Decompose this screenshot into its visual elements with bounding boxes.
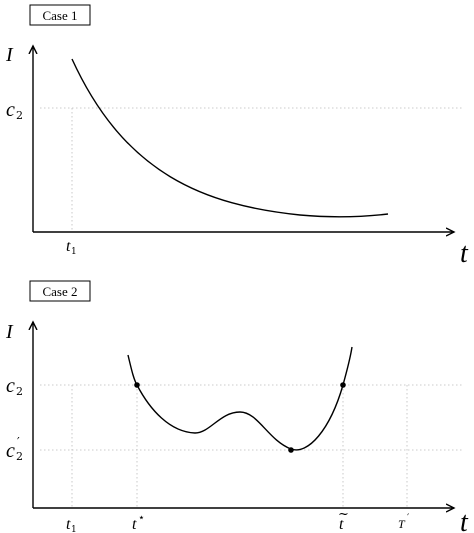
y-tick-c2-prime-sub: 2 <box>16 450 23 463</box>
case-1-label-box <box>29 4 91 26</box>
y-tick-c2-main-2: c <box>6 375 15 397</box>
y-tick-c2-sub: 2 <box>16 109 23 122</box>
y-tick-c2-case2: c 2 <box>6 375 23 398</box>
point-ttilde-c2 <box>340 382 346 388</box>
x-tick-t1-sub-2: 1 <box>71 525 77 533</box>
x-tick-t1-main-2: t <box>66 516 71 533</box>
panel-case-2: Case 2 I t c 2 c 2 ′ t 1 t ⋆ <box>5 280 469 533</box>
case-2-label-box <box>29 280 91 302</box>
x-tick-tstar: t ⋆ <box>132 511 145 533</box>
point-minimum-c2-prime <box>288 447 294 453</box>
case-2-label: Case 2 <box>42 284 77 299</box>
decay-curve <box>71 58 389 218</box>
x-tick-tstar-main: t <box>132 516 137 533</box>
y-tick-c2-sub-2: 2 <box>16 385 23 398</box>
x-tick-Tprime: T ′ <box>398 513 410 531</box>
y-tick-c2: c 2 <box>6 99 23 122</box>
x-tick-t1-sub: 1 <box>71 247 77 257</box>
x-tick-Tprime-main: T <box>398 517 406 531</box>
x-tick-tstar-sup: ⋆ <box>138 511 145 524</box>
x-axis-label: t <box>460 238 469 269</box>
y-axis-label: I <box>5 44 14 66</box>
y-axis-label-2: I <box>5 321 14 343</box>
x-tick-ttilde-mark: ~ <box>338 507 349 522</box>
x-tick-t1: t 1 <box>66 238 77 257</box>
x-tick-ttilde: t ~ <box>338 507 349 533</box>
x-tick-Tprime-sup: ′ <box>407 513 410 524</box>
y-tick-c2-prime-main: c <box>6 440 15 462</box>
x-tick-t1-case2: t 1 <box>66 516 77 533</box>
y-tick-c2-main: c <box>6 99 15 121</box>
x-tick-t1-main: t <box>66 238 71 255</box>
wavy-curve <box>127 346 353 451</box>
case-1-label: Case 1 <box>42 8 77 23</box>
x-axis-label-2: t <box>460 507 469 533</box>
y-tick-c2-prime: c 2 ′ <box>6 435 23 463</box>
point-tstar-c2 <box>134 382 140 388</box>
x-tick-ttilde-main: t <box>339 516 344 533</box>
y-tick-c2-prime-mark: ′ <box>17 435 20 449</box>
panel-case-1: Case 1 I t c 2 t 1 <box>5 4 469 269</box>
